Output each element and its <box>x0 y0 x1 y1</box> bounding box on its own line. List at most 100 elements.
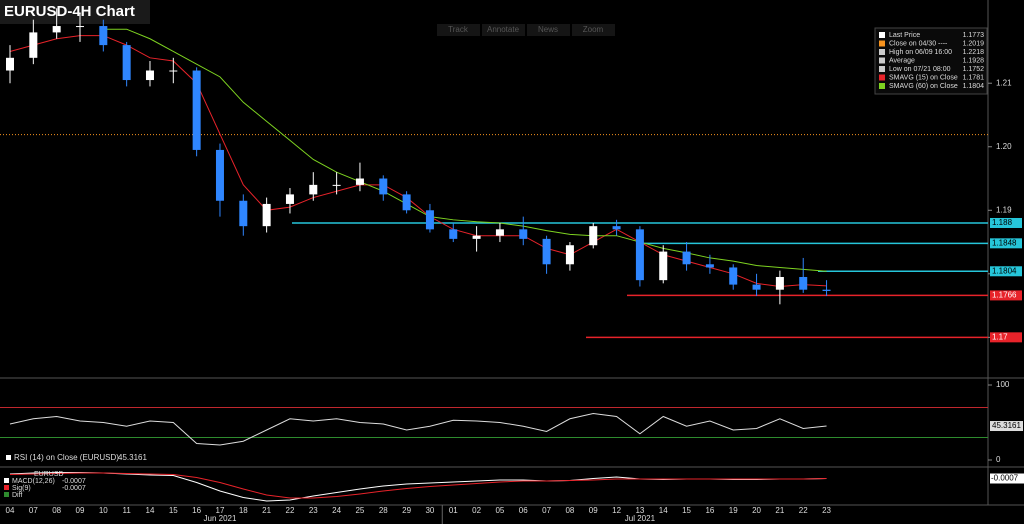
legend-box <box>874 27 988 95</box>
candle-body <box>542 238 551 265</box>
legend-swatch <box>4 478 9 483</box>
x-tick-label: 09 <box>76 506 85 515</box>
x-tick-label: 08 <box>565 506 574 515</box>
candle-body <box>145 70 154 81</box>
legend-value: 1.1804 <box>963 83 985 90</box>
legend-label: SMAVG (15) on Close <box>889 74 958 81</box>
x-tick-label: 07 <box>29 506 38 515</box>
legend-swatch <box>879 32 885 38</box>
toolbar-label: Track <box>448 25 469 34</box>
month-label: Jul 2021 <box>625 514 656 523</box>
macd-legend: EURUSD <box>34 471 64 478</box>
candle-body <box>565 245 574 265</box>
candle-body <box>402 194 411 211</box>
level-label: 1.17 <box>992 332 1008 341</box>
legend-label: Close on 04/30 ---- <box>889 40 948 47</box>
candle-body <box>449 229 458 239</box>
x-tick-label: 02 <box>472 506 481 515</box>
legend-swatch <box>879 66 885 72</box>
x-tick-label: 04 <box>6 506 15 515</box>
legend-value: 1.1781 <box>963 74 985 81</box>
x-tick-label: 16 <box>192 506 201 515</box>
candle-body <box>285 194 294 204</box>
legend-swatch <box>879 83 885 89</box>
legend-swatch <box>4 485 9 490</box>
x-tick-label: 14 <box>146 506 155 515</box>
candle-body <box>589 226 598 246</box>
x-tick-label: 18 <box>239 506 248 515</box>
toolbar-label: News <box>538 25 558 34</box>
toolbar-button[interactable] <box>572 24 615 36</box>
rsi-line <box>9 412 827 446</box>
legend-swatch <box>879 74 885 81</box>
legend-swatch <box>879 57 885 64</box>
toolbar-button[interactable] <box>527 24 570 36</box>
legend-swatch <box>879 40 885 47</box>
legend-value: 1.2218 <box>963 49 985 56</box>
rsi-legend: RSI (14) on Close (EURUSD) <box>14 453 119 462</box>
legend-value: 1.2019 <box>963 40 985 47</box>
x-tick-label: 06 <box>519 506 528 515</box>
level-label: 1.188 <box>992 218 1013 227</box>
macd-legend-value: -0.0007 <box>62 485 86 492</box>
candle-body <box>332 184 341 186</box>
x-tick-label: 23 <box>822 506 831 515</box>
legend-swatch <box>879 49 885 55</box>
candle-body <box>425 210 434 230</box>
x-tick-label: 15 <box>682 506 691 515</box>
candle-body <box>705 264 714 268</box>
x-tick-label: 08 <box>52 506 61 515</box>
toolbar-button[interactable] <box>482 24 525 36</box>
x-tick-label: 11 <box>122 506 131 515</box>
macd-legend-name: MACD(12,26) <box>12 478 55 485</box>
value-tag-label: -0.0007 <box>991 474 1019 483</box>
x-tick-label: 28 <box>379 506 388 515</box>
candle-body <box>75 26 84 28</box>
candle-body <box>379 178 388 195</box>
candle-body <box>495 229 504 236</box>
candle-body <box>752 284 761 290</box>
candle-body <box>169 70 178 72</box>
x-tick-label: 29 <box>402 506 411 515</box>
x-tick-label: 22 <box>286 506 295 515</box>
x-tick-label: 22 <box>799 506 808 515</box>
candle-body <box>239 200 248 227</box>
chart-title: EURUSD-4H Chart <box>4 3 135 20</box>
y-tick-label: 100 <box>996 380 1010 389</box>
x-tick-label: 16 <box>705 506 714 515</box>
candle-body <box>99 26 108 46</box>
legend-value: 1.1752 <box>963 66 985 73</box>
candle-body <box>309 184 318 195</box>
candle-body <box>122 45 131 81</box>
x-tick-label: 05 <box>495 506 504 515</box>
toolbar-button[interactable] <box>437 24 480 36</box>
candle-body <box>682 251 691 265</box>
candle-body <box>635 229 644 281</box>
toolbar-label: Annotate <box>487 25 520 34</box>
candle-body <box>519 229 528 239</box>
x-tick-label: 01 <box>449 506 458 515</box>
y-tick-label: 1.20 <box>996 142 1012 151</box>
x-tick-label: 19 <box>729 506 738 515</box>
level-tag <box>990 238 1022 249</box>
macd-line <box>9 472 827 499</box>
level-label: 1.1804 <box>992 266 1017 275</box>
x-tick-label: 30 <box>425 506 434 515</box>
legend-label: Low on 07/21 08:00 <box>889 66 951 73</box>
candle-body <box>799 276 808 290</box>
level-tag <box>990 290 1022 301</box>
x-tick-label: 23 <box>309 506 318 515</box>
value-tag <box>990 421 1023 432</box>
candle-body <box>6 57 14 71</box>
level-tag <box>990 217 1022 228</box>
level-label: 1.1766 <box>992 291 1017 300</box>
level-tag <box>990 332 1022 343</box>
legend-label: Last Price <box>889 32 920 39</box>
level-tag <box>990 266 1022 277</box>
x-tick-label: 07 <box>542 506 551 515</box>
candle-body <box>659 251 668 281</box>
candle-body <box>355 178 364 185</box>
candle-body <box>729 267 738 285</box>
value-tag-label: 45.3161 <box>992 421 1021 430</box>
